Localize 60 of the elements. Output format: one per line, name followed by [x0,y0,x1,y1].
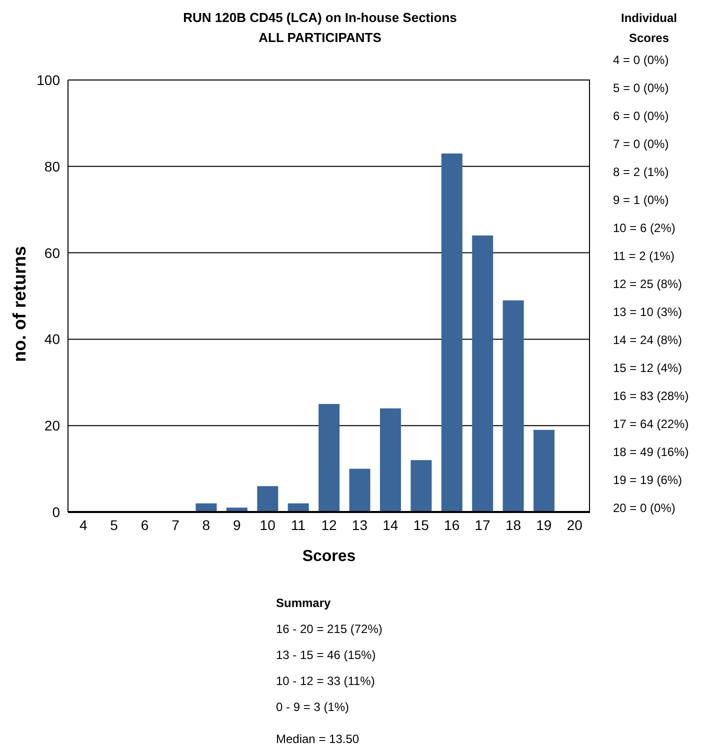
x-tick-label: 18 [505,516,522,533]
x-tick-label: 15 [413,516,430,533]
text: Summary [276,595,332,612]
text: 4 = 0 (0%) [613,52,670,69]
x-tick-label: 17 [474,516,491,533]
text: 9 = 1 (0%) [613,192,670,209]
text: 6 = 0 (0%) [613,108,670,125]
bar [502,300,524,512]
text: 19 = 19 (6%) [613,472,684,489]
x-tick-label: 13 [352,516,368,533]
text: 15 = 12 (4%) [613,360,684,377]
x-tick-label: 5 [110,516,118,533]
text: 12 = 25 (8%) [613,276,684,293]
x-tick-label: 11 [291,516,306,533]
text: 13 = 10 (3%) [613,304,684,321]
x-tick-label: 9 [232,516,241,533]
bar [441,153,462,512]
x-tick-label: 8 [202,516,210,533]
text: Median = 13.50 [276,731,360,748]
text: 18 = 49 (16%) [613,444,690,461]
x-tick-label: 14 [382,516,398,533]
x-tick-label: 7 [172,516,180,533]
bar [380,408,401,512]
x-tick-label: 20 [566,516,583,533]
text: 10 - 12 = 33 (11%) [276,673,376,690]
bar [472,236,494,512]
y-tick-label: 80 [44,158,60,174]
x-tick-label: 4 [79,516,88,533]
x-axis-title: Scores [301,548,357,566]
y-tick-label: 60 [44,244,60,261]
y-axis-title: no. of returns [10,246,30,362]
bar [318,404,340,512]
text: 10 = 6 (2%) [613,220,676,237]
text: 16 - 20 = 215 (72%) [276,621,382,638]
text: 11 = 2 (1%) [613,248,676,265]
text: 16 = 83 (28%) [613,388,690,405]
bar [257,486,278,512]
text: 5 = 0 (0%) [613,80,670,97]
x-tick-label: 19 [536,516,552,533]
bar [410,460,432,512]
text: Individual Scores [620,10,678,47]
x-tick-label: 6 [140,516,149,533]
bar [534,430,554,512]
y-tick-label: 0 [52,504,60,520]
text: 13 - 15 = 46 (15%) [276,647,377,664]
text: 8 = 2 (1%) [613,164,670,181]
text: 17 = 64 (22%) [613,416,690,433]
text: 7 = 0 (0%) [613,136,670,153]
chart-title: RUN 120B CD45 (LCA) on In-house Sections [183,10,457,25]
text: 14 = 24 (8%) [613,332,684,349]
text: 0 - 9 = 3 (1%) [276,699,350,716]
x-tick-label: 12 [321,516,337,533]
x-tick-label: 10 [260,516,276,533]
y-tick-label: 100 [36,72,60,88]
chart-subtitle: ALL PARTICIPANTS [258,30,382,45]
x-tick-label: 16 [444,516,460,533]
text: 20 = 0 (0%) [613,500,676,517]
y-tick-label: 20 [44,418,60,434]
y-tick-label: 40 [44,331,60,348]
bar [349,468,370,512]
